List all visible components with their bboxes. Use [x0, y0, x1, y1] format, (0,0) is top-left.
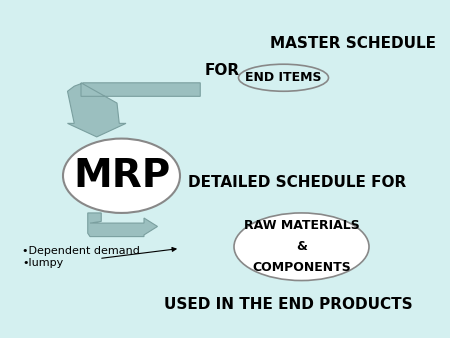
PathPatch shape	[68, 83, 200, 137]
Text: USED IN THE END PRODUCTS: USED IN THE END PRODUCTS	[164, 297, 412, 312]
Ellipse shape	[234, 213, 369, 281]
Ellipse shape	[63, 139, 180, 213]
Text: •Dependent demand
•lumpy: •Dependent demand •lumpy	[22, 246, 140, 268]
Text: RAW MATERIALS
&
COMPONENTS: RAW MATERIALS & COMPONENTS	[243, 219, 360, 274]
Text: END ITEMS: END ITEMS	[245, 71, 322, 84]
Text: DETAILED SCHEDULE FOR: DETAILED SCHEDULE FOR	[188, 175, 406, 190]
Text: MASTER SCHEDULE: MASTER SCHEDULE	[270, 37, 436, 51]
PathPatch shape	[88, 213, 158, 237]
Text: FOR: FOR	[205, 64, 240, 78]
Text: MRP: MRP	[73, 157, 170, 195]
Ellipse shape	[238, 64, 328, 91]
